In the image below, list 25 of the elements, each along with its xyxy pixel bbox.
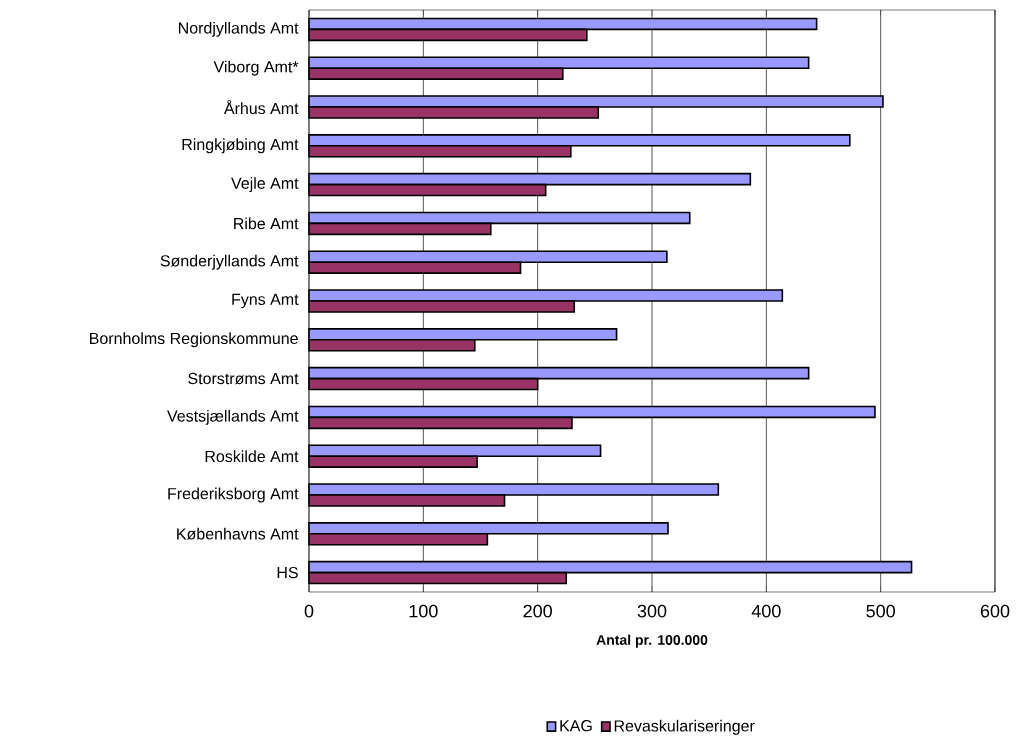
y-tick-label: Ribe Amt — [234, 217, 299, 230]
y-tick-label: HS — [277, 567, 298, 579]
x-tick-label: 300 — [637, 604, 667, 618]
y-tick-label: Vejle Amt — [231, 177, 299, 193]
y-tick-label: Roskilde Amt — [205, 450, 299, 463]
x-tick-label: 500 — [866, 604, 895, 618]
y-tick-label: Viborg Amt* — [213, 60, 299, 76]
legend-label: KAG — [560, 720, 592, 732]
x-tick-label: 600 — [980, 604, 1010, 618]
x-axis-title: Antal pr. 100.000 — [596, 634, 708, 648]
y-tick-label: Fyns Amt — [232, 293, 299, 309]
y-tick-label: Storstrøms Amt — [188, 372, 299, 385]
y-tick-label: Frederiksborg Amt — [168, 487, 299, 503]
y-tick-label: Vestsjællands Amt — [167, 410, 299, 425]
legend-label: Revaskulariseringer — [614, 719, 755, 735]
y-tick-label: Sønderjyllands Amt — [160, 254, 299, 270]
y-tick-label: Nordjyllands Amt — [178, 22, 299, 37]
y-tick-label: Bornholms Regionskommune — [90, 332, 298, 348]
x-tick-label: 400 — [751, 604, 781, 618]
y-tick-label: Københavns Amt — [177, 527, 299, 540]
y-tick-label: Århus Amt — [223, 100, 299, 115]
y-tick-label: Ringkjøbing Amt — [182, 138, 299, 154]
x-tick-label: 100 — [409, 604, 438, 618]
x-tick-label: 200 — [523, 604, 552, 618]
x-tick-label: 0 — [304, 604, 314, 618]
